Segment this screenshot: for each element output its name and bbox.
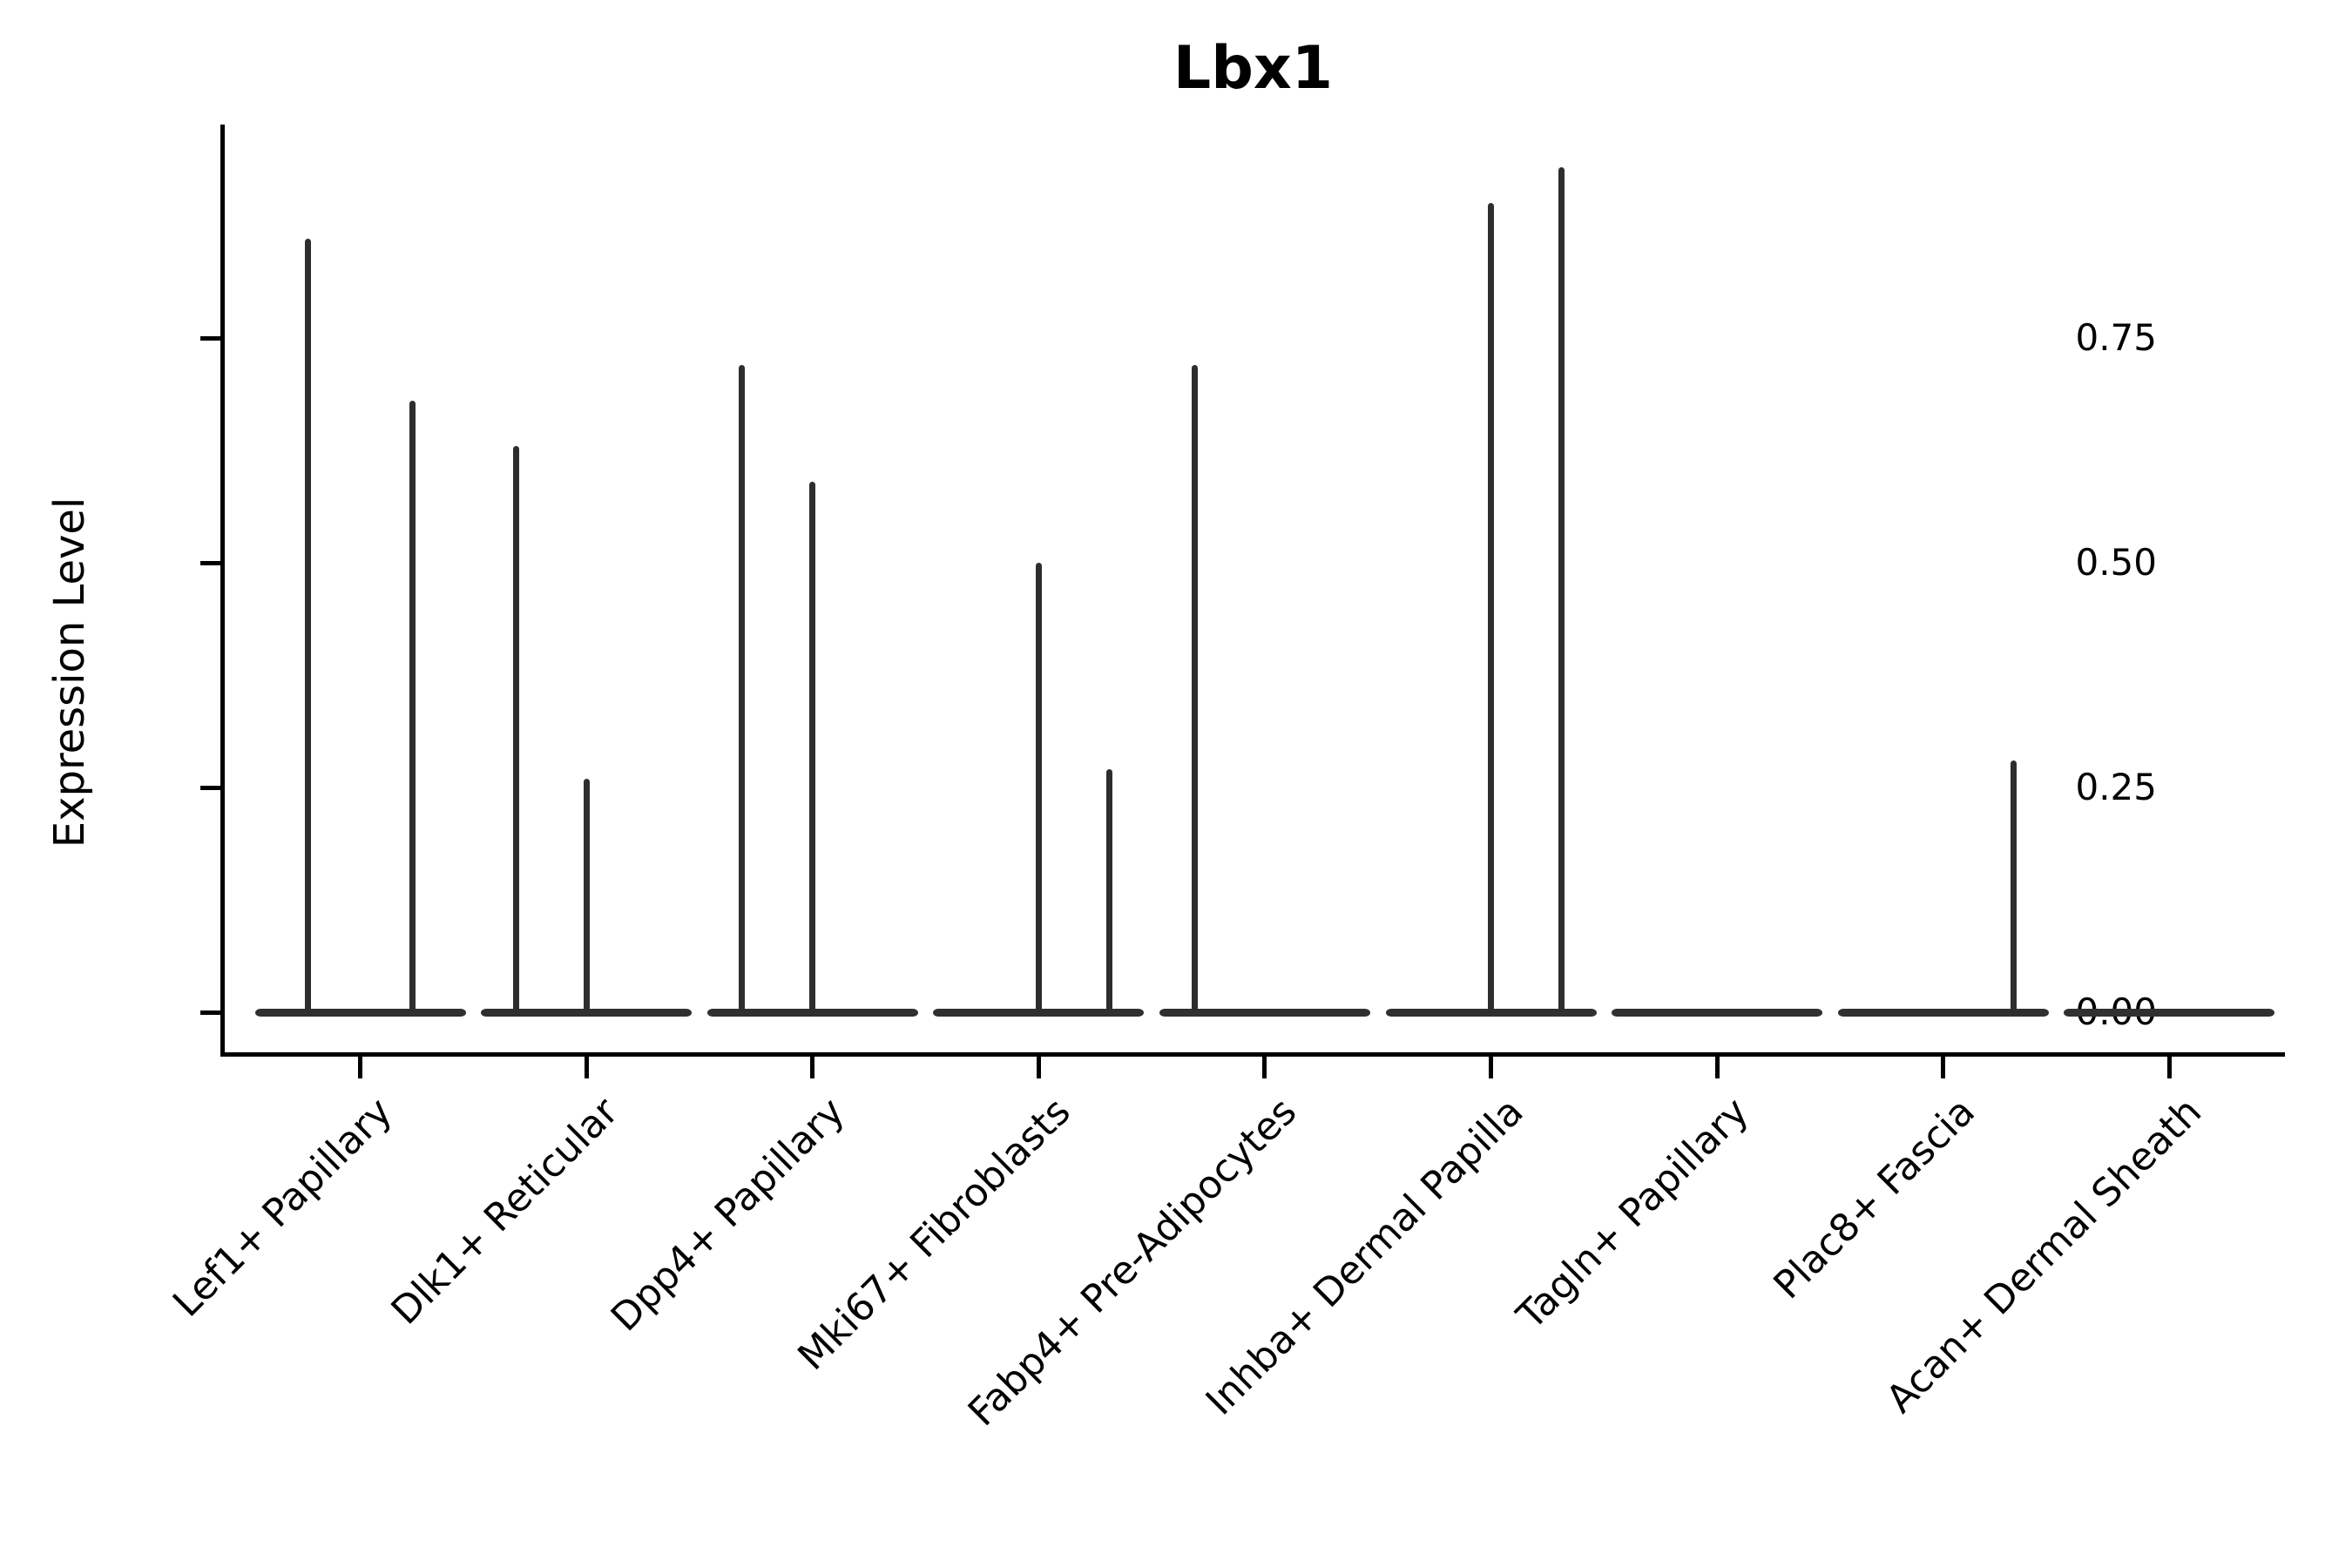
y-tick xyxy=(200,561,221,565)
violin-body xyxy=(254,1008,466,1017)
y-tick-label: 0.75 xyxy=(2075,316,2157,359)
x-tick-label: Lef1+ Papillary xyxy=(165,1089,402,1326)
x-tick xyxy=(2166,1052,2172,1078)
violin-body xyxy=(2064,1008,2275,1017)
x-tick xyxy=(358,1052,362,1078)
violin-spike xyxy=(583,778,590,1012)
violin-body xyxy=(1837,1008,2049,1017)
violin-body xyxy=(1385,1008,1597,1017)
violin-spike xyxy=(304,239,311,1012)
violin-body xyxy=(1159,1008,1370,1017)
violin-spike xyxy=(1488,203,1494,1012)
violin-spike xyxy=(1035,563,1042,1012)
y-tick xyxy=(200,786,221,790)
x-tick xyxy=(1489,1052,1493,1078)
x-tick-label: Tagln+ Papillary xyxy=(1509,1089,1758,1339)
violin-spike xyxy=(1105,769,1112,1012)
y-tick xyxy=(200,336,221,341)
violin-body xyxy=(933,1008,1145,1017)
y-tick xyxy=(200,1010,221,1015)
violin-spike xyxy=(409,401,416,1012)
chart-title: Lbx1 xyxy=(1173,34,1334,103)
violin-spike xyxy=(1191,364,1198,1012)
y-axis-spine xyxy=(220,125,225,1057)
violin-spike xyxy=(739,364,746,1012)
x-tick xyxy=(1036,1052,1041,1078)
x-axis-spine xyxy=(220,1052,2285,1057)
x-tick xyxy=(810,1052,815,1078)
y-axis-label: Expression Level xyxy=(45,497,94,848)
y-tick-label: 0.25 xyxy=(2075,766,2157,808)
violin-spike xyxy=(1558,166,1565,1012)
x-tick xyxy=(584,1052,589,1078)
violin-body xyxy=(706,1008,918,1017)
violin-spike xyxy=(809,482,816,1012)
violin-body xyxy=(1612,1008,1823,1017)
x-tick-label: Plac8+ Fascia xyxy=(1765,1089,1984,1308)
y-tick-label: 0.50 xyxy=(2075,541,2157,584)
x-tick-label: Dlk1+ Reticular xyxy=(382,1089,627,1334)
x-tick xyxy=(1714,1052,1720,1078)
violin-spike xyxy=(2010,760,2017,1012)
x-tick xyxy=(1262,1052,1267,1078)
violin-spike xyxy=(512,445,519,1012)
violin-body xyxy=(481,1008,693,1017)
x-tick-label: Dpp4+ Papillary xyxy=(602,1089,854,1341)
x-tick xyxy=(1941,1052,1946,1078)
